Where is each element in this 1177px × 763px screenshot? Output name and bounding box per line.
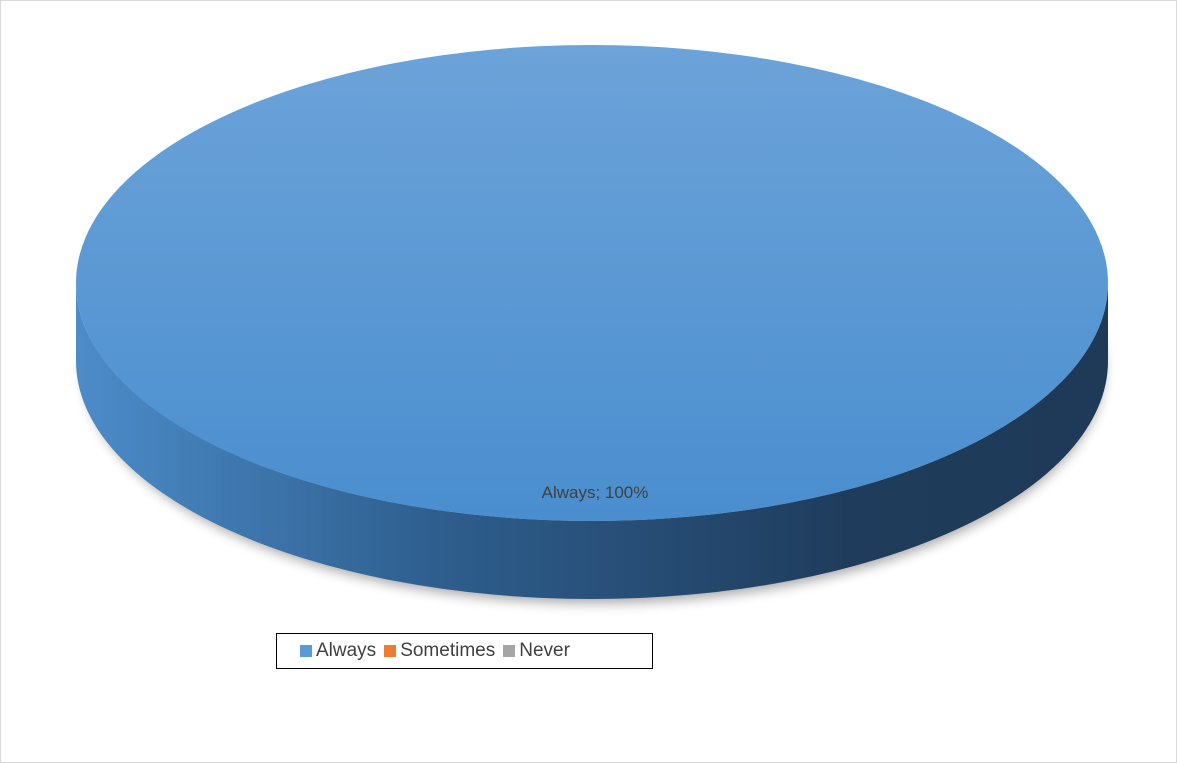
legend-item-always: Always — [300, 640, 376, 662]
legend-swatch-sometimes — [384, 645, 397, 657]
legend-label-always: Always — [316, 640, 377, 661]
legend-swatch-never — [503, 645, 516, 657]
pie-slice-always-side — [76, 283, 1108, 599]
legend-label-never: Never — [519, 640, 570, 661]
legend-swatch-always — [300, 645, 312, 657]
pie-slice-always — [76, 45, 1108, 521]
legend: Always Sometimes Never — [276, 633, 653, 669]
legend-item-sometimes: Sometimes — [384, 640, 495, 662]
data-label-always: Always; 100% — [542, 483, 649, 502]
legend-item-never: Never — [503, 640, 570, 662]
legend-label-sometimes: Sometimes — [400, 640, 496, 661]
